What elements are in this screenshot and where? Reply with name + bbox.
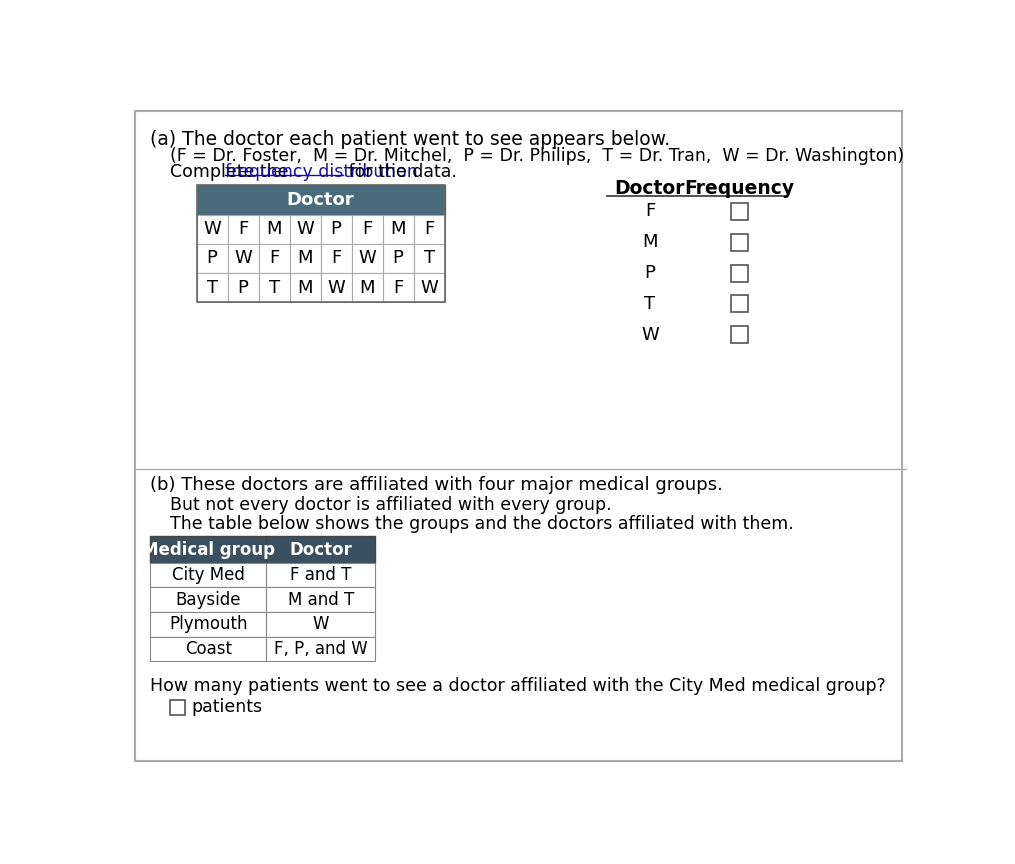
FancyBboxPatch shape [150,537,266,562]
Text: M: M [391,220,406,238]
Text: frequency distribution: frequency distribution [225,163,418,181]
FancyBboxPatch shape [351,214,383,244]
Text: F: F [645,202,655,220]
FancyBboxPatch shape [266,537,375,562]
Text: T: T [269,279,280,296]
Text: W: W [203,220,221,238]
Text: Coast: Coast [185,640,231,658]
Text: T: T [207,279,217,296]
Text: (a) The doctor each patient went to see appears below.: (a) The doctor each patient went to see … [150,130,670,149]
Text: Doctor: Doctor [289,541,352,558]
Text: W: W [327,279,345,296]
Text: F: F [393,279,403,296]
Text: Plymouth: Plymouth [170,615,248,633]
FancyBboxPatch shape [731,203,748,220]
Text: Doctor: Doctor [287,191,354,209]
Text: P: P [393,250,404,268]
Text: M: M [642,233,658,251]
Text: W: W [641,326,659,344]
Text: F: F [269,250,279,268]
FancyBboxPatch shape [135,111,902,761]
Text: (F = Dr. Foster,  M = Dr. Mitchel,  P = Dr. Philips,  T = Dr. Tran,  W = Dr. Was: (F = Dr. Foster, M = Dr. Mitchel, P = Dr… [170,147,903,165]
Text: Frequency: Frequency [684,179,794,198]
Text: P: P [331,220,342,238]
FancyBboxPatch shape [150,612,266,637]
Text: W: W [420,279,438,296]
Text: for the data.: for the data. [343,163,457,181]
Text: F: F [424,220,434,238]
FancyBboxPatch shape [227,214,259,244]
FancyBboxPatch shape [170,700,185,715]
FancyBboxPatch shape [259,214,289,244]
Text: M and T: M and T [287,591,354,608]
FancyBboxPatch shape [197,273,227,302]
Text: P: P [207,250,217,268]
FancyBboxPatch shape [266,637,375,661]
Text: Medical group: Medical group [142,541,275,558]
Text: The table below shows the groups and the doctors affiliated with them.: The table below shows the groups and the… [170,515,794,533]
Text: P: P [645,264,656,282]
FancyBboxPatch shape [259,273,289,302]
FancyBboxPatch shape [266,588,375,612]
FancyBboxPatch shape [351,244,383,273]
FancyBboxPatch shape [289,244,321,273]
Text: F: F [238,220,249,238]
Text: But not every doctor is affiliated with every group.: But not every doctor is affiliated with … [170,496,611,513]
Text: W: W [358,250,376,268]
Text: Doctor: Doctor [615,179,685,198]
FancyBboxPatch shape [150,588,266,612]
FancyBboxPatch shape [266,612,375,637]
FancyBboxPatch shape [150,637,266,661]
FancyBboxPatch shape [321,244,351,273]
FancyBboxPatch shape [731,264,748,282]
FancyBboxPatch shape [289,214,321,244]
Text: W: W [234,250,252,268]
Text: W: W [296,220,314,238]
Text: How many patients went to see a doctor affiliated with the City Med medical grou: How many patients went to see a doctor a… [150,677,886,695]
Text: M: M [297,250,313,268]
FancyBboxPatch shape [731,295,748,313]
Text: W: W [313,615,329,633]
Text: patients: patients [191,698,262,716]
Text: F: F [331,250,341,268]
FancyBboxPatch shape [383,244,414,273]
Text: M: M [359,279,375,296]
Text: P: P [238,279,249,296]
FancyBboxPatch shape [351,273,383,302]
Text: M: M [266,220,282,238]
FancyBboxPatch shape [321,214,351,244]
FancyBboxPatch shape [197,185,445,214]
Text: T: T [645,295,656,313]
Text: T: T [423,250,434,268]
FancyBboxPatch shape [321,273,351,302]
Text: Complete the: Complete the [170,163,293,181]
FancyBboxPatch shape [383,214,414,244]
Text: (b) These doctors are affiliated with four major medical groups.: (b) These doctors are affiliated with fo… [150,476,723,494]
Text: F: F [362,220,373,238]
FancyBboxPatch shape [731,327,748,343]
FancyBboxPatch shape [266,562,375,588]
FancyBboxPatch shape [414,214,445,244]
FancyBboxPatch shape [414,244,445,273]
FancyBboxPatch shape [227,244,259,273]
Text: Bayside: Bayside [176,591,241,608]
FancyBboxPatch shape [259,244,289,273]
FancyBboxPatch shape [383,273,414,302]
FancyBboxPatch shape [731,234,748,251]
FancyBboxPatch shape [414,273,445,302]
FancyBboxPatch shape [150,562,266,588]
FancyBboxPatch shape [289,273,321,302]
Text: M: M [297,279,313,296]
Text: F and T: F and T [290,566,351,584]
FancyBboxPatch shape [197,214,227,244]
FancyBboxPatch shape [227,273,259,302]
Text: City Med: City Med [172,566,245,584]
FancyBboxPatch shape [197,244,227,273]
Text: F, P, and W: F, P, and W [274,640,367,658]
